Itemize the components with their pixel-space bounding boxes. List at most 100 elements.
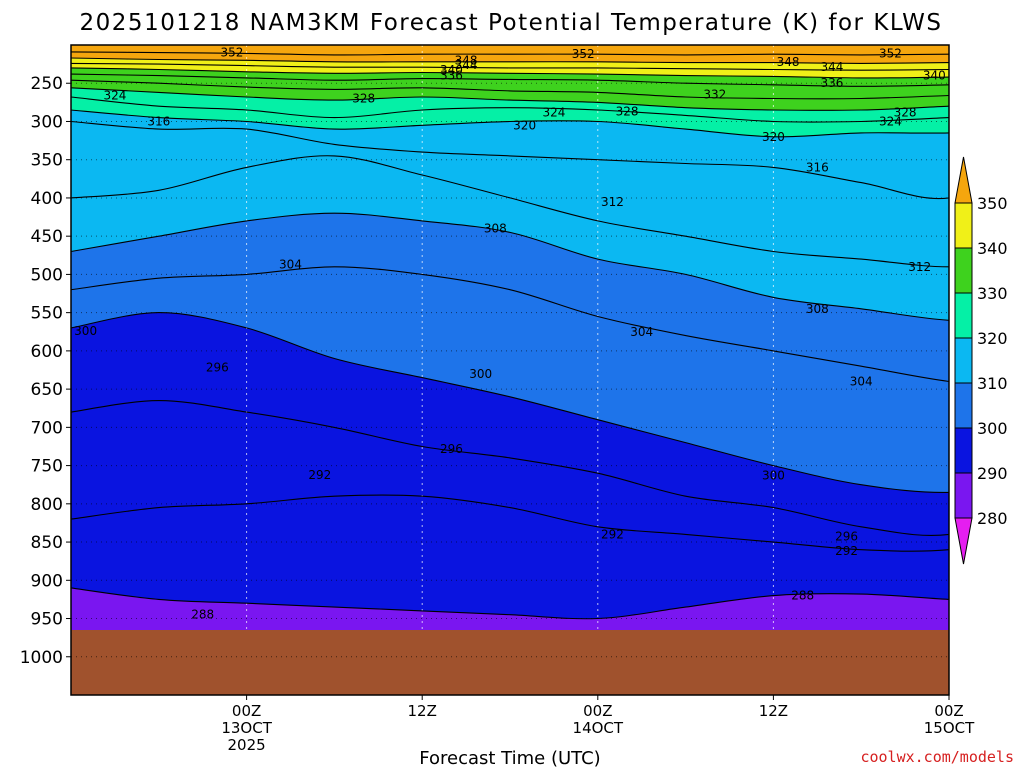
isentrope-324 <box>71 96 949 123</box>
y-tick-label: 1000 <box>20 648 63 668</box>
isentrope-296 <box>71 400 949 537</box>
colorbar-swatch <box>954 202 973 249</box>
y-tick-label: 950 <box>31 610 63 630</box>
y-tick-label: 750 <box>31 457 63 477</box>
contour-label: 344 <box>820 60 843 74</box>
y-axis-ticks: 250 300 350 400 450 500 550 600 650 700 750 800 850 9… <box>20 74 71 668</box>
colorbar-swatch <box>954 472 973 519</box>
contour-label: 336 <box>820 76 843 90</box>
contour-label: 348 <box>777 55 800 69</box>
y-tick-label: 700 <box>31 418 63 438</box>
isentrope-300 <box>71 312 949 494</box>
contour-label: 320 <box>513 118 536 132</box>
x-tick-label: 00Z <box>232 702 261 720</box>
isentrope-352 <box>71 51 949 56</box>
y-tick-label: 250 <box>31 74 63 94</box>
contour-label: 328 <box>616 105 639 119</box>
y-tick-label: 850 <box>31 533 63 553</box>
x-tick-label: 12Z <box>408 702 437 720</box>
isentrope-308 <box>71 212 949 321</box>
contour-label: 308 <box>484 222 507 236</box>
contour-label: 332 <box>703 88 726 102</box>
colorbar-bottom-triangle <box>954 517 973 565</box>
contour-label: 352 <box>221 46 244 60</box>
isentrope-328 <box>71 87 949 111</box>
contour-label: 296 <box>835 530 858 544</box>
contour-label: 300 <box>74 324 97 338</box>
y-tick-label: 600 <box>31 342 63 362</box>
ground-below-surface <box>71 630 949 695</box>
y-tick-label: 350 <box>31 151 63 171</box>
contour-label: 324 <box>542 105 565 119</box>
x-tick-label: 12Z <box>759 702 788 720</box>
contour-label: 340 <box>923 69 946 83</box>
contour-label: 320 <box>762 130 785 144</box>
contour-label: 288 <box>191 608 214 622</box>
colorbar-label: 350 <box>977 194 1008 213</box>
chart-title: 2025101218 NAM3KM Forecast Potential Tem… <box>80 10 943 36</box>
isentrope-292 <box>71 494 949 552</box>
isentrope-288 <box>71 587 949 620</box>
contour-label: 292 <box>308 468 331 482</box>
isentrope-fills <box>71 45 949 695</box>
contour-label: 296 <box>440 442 463 456</box>
colorbar-top-triangle <box>954 156 973 204</box>
y-tick-label: 650 <box>31 380 63 400</box>
contour-label: 288 <box>791 589 814 603</box>
isentrope-304 <box>71 266 949 383</box>
isentrope-336 <box>71 73 949 87</box>
contour-label: 300 <box>762 469 785 483</box>
contour-label: 292 <box>835 544 858 558</box>
contour-label: 292 <box>601 527 624 541</box>
isentrope-344 <box>71 62 949 71</box>
x-axis-label: Forecast Time (UTC) <box>419 748 600 768</box>
colorbar: 350 340 330 320 310 300 290 280 <box>954 156 1008 565</box>
contour-label: 352 <box>572 47 595 61</box>
colorbar-label: 320 <box>977 329 1008 348</box>
isentrope-312 <box>71 155 949 268</box>
contour-label: 328 <box>352 92 375 106</box>
contour-label: 324 <box>879 114 902 128</box>
y-tick-label: 800 <box>31 495 63 515</box>
y-tick-label: 450 <box>31 227 63 247</box>
colorbar-label: 330 <box>977 284 1008 303</box>
x-tick-label: 00Z <box>583 702 612 720</box>
y-tick-label: 500 <box>31 265 63 285</box>
colorbar-label: 310 <box>977 374 1008 393</box>
x-tick-label: 15OCT <box>924 719 975 737</box>
contour-label: 344 <box>455 58 478 72</box>
colorbar-swatch <box>954 247 973 294</box>
colorbar-swatch <box>954 427 973 474</box>
contour-label: 304 <box>630 325 653 339</box>
isentrope-348 <box>71 57 949 64</box>
contour-label: 304 <box>279 257 302 271</box>
credit-text: coolwx.com/models <box>860 748 1014 766</box>
contour-label: 352 <box>879 46 902 60</box>
y-tick-label: 300 <box>31 112 63 132</box>
contour-label: 336 <box>440 69 463 83</box>
isentrope-340 <box>71 67 949 79</box>
contour-label: 308 <box>806 302 829 316</box>
x-tick-label: 00Z <box>934 702 963 720</box>
colorbar-label: 280 <box>977 509 1008 528</box>
contour-label: 312 <box>908 260 931 274</box>
contour-label: 304 <box>850 374 873 388</box>
colorbar-label: 340 <box>977 239 1008 258</box>
contour-label: 300 <box>469 367 492 381</box>
contour-label: 348 <box>455 53 478 67</box>
y-tick-label: 400 <box>31 189 63 209</box>
contour-label: 296 <box>206 361 229 375</box>
x-tick-label: 13OCT <box>221 719 272 737</box>
y-tick-label: 900 <box>31 571 63 591</box>
y-tick-label: 550 <box>31 304 63 324</box>
contour-label: 312 <box>601 195 624 209</box>
isentrope-316 <box>71 120 949 200</box>
colorbar-swatch <box>954 337 973 384</box>
contour-label: 328 <box>894 105 917 119</box>
colorbar-label: 300 <box>977 419 1008 438</box>
colorbar-swatch <box>954 292 973 339</box>
x-tick-label: 14OCT <box>573 719 624 737</box>
x-tick-label: 2025 <box>228 736 266 754</box>
